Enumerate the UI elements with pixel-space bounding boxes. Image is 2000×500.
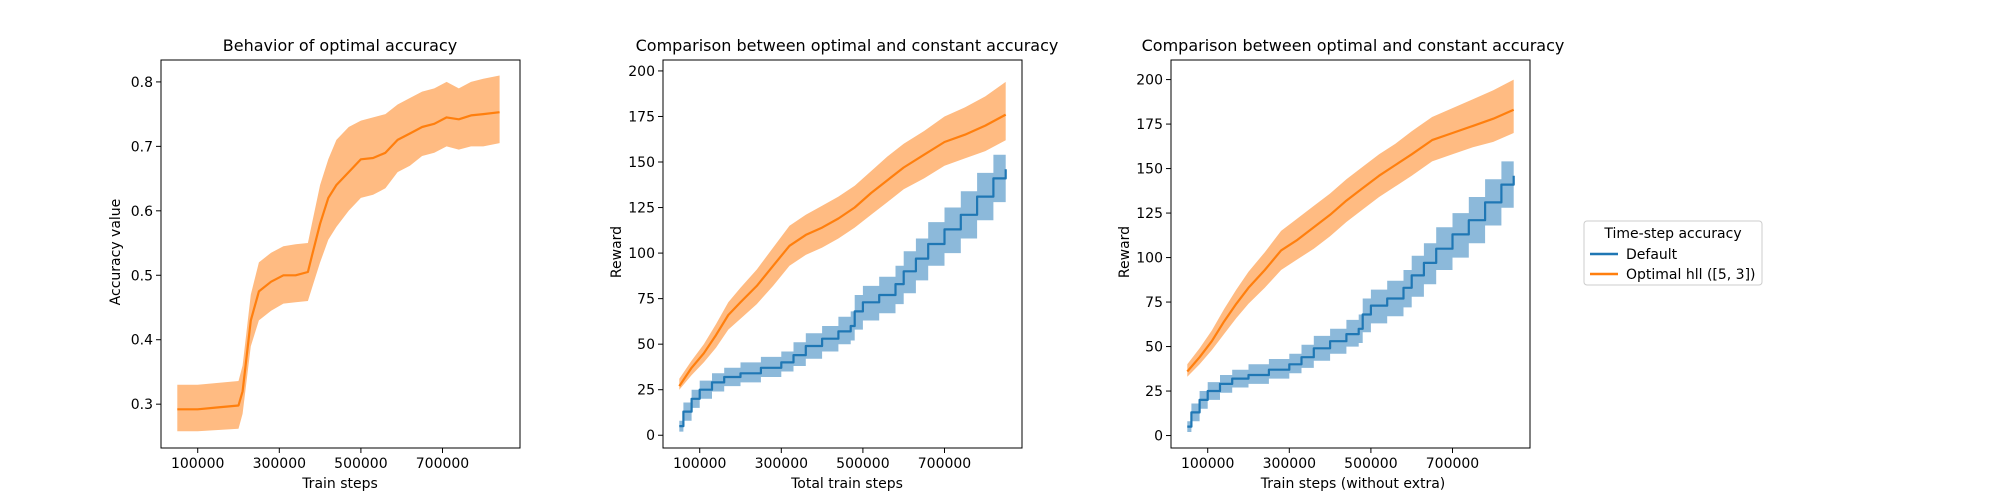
y-tick-label: 200: [628, 64, 655, 80]
axes-frame: [662, 59, 1023, 449]
x-tick-label: 300000: [253, 456, 306, 472]
x-axis-label: Train steps: [301, 476, 378, 492]
axes-frame: [160, 59, 521, 449]
y-tick-label: 75: [637, 292, 655, 308]
plot-area: 100000 300000 500000 700000 0 25 50 75 100 125 150…: [628, 64, 1007, 472]
x-tick-label: 300000: [1263, 456, 1316, 472]
y-tick-label: 100: [1136, 251, 1163, 267]
series-0-band: [1187, 150, 1514, 433]
x-tick-label: 100000: [171, 456, 224, 472]
x-tick-label: 500000: [836, 456, 889, 472]
y-tick-label: 0.6: [131, 204, 153, 220]
y-tick-label: 200: [1136, 73, 1163, 89]
y-tick-label: 50: [637, 337, 655, 353]
y-tick-label: 125: [1136, 206, 1163, 222]
y-tick-label: 0: [646, 428, 655, 444]
y-tick-label: 0.7: [131, 139, 153, 155]
y-axis-label: Accuracy value: [108, 199, 124, 306]
reward-total-steps-chart: Comparison between optimal and constant …: [609, 36, 1058, 492]
y-tick-label: 125: [628, 201, 655, 217]
legend-box: [1583, 220, 1763, 286]
series-1-band: [679, 81, 1006, 390]
x-tick-label: 500000: [1344, 456, 1397, 472]
chart-title: Comparison between optimal and constant …: [636, 36, 1059, 55]
chart-title: Comparison between optimal and constant …: [1142, 36, 1565, 55]
legend-title: Time-step accuracy: [1603, 226, 1741, 242]
y-tick-label: 25: [1145, 384, 1163, 400]
x-tick-label: 500000: [334, 456, 387, 472]
chart-title: Behavior of optimal accuracy: [223, 36, 457, 55]
series-1-line: [1186, 108, 1515, 373]
y-tick-label: 0.5: [131, 268, 153, 284]
y-tick-label: 0.4: [131, 333, 153, 349]
x-tick-label: 300000: [755, 456, 808, 472]
y-tick-label: 25: [637, 383, 655, 399]
x-axis-label: Train steps (without extra): [1260, 476, 1446, 492]
series-1-line: [678, 113, 1007, 387]
plot-area: 100000 300000 500000 700000 0 25 50 75 100 125 150…: [1136, 73, 1515, 472]
y-tick-label: 0: [1154, 429, 1163, 445]
x-tick-label: 700000: [1426, 456, 1479, 472]
legend-optimal-label: Optimal hll ([5, 3]): [1626, 267, 1756, 283]
series-0-line: [679, 169, 1007, 428]
legend: Time-step accuracy Default Optimal hll (…: [1583, 220, 1763, 286]
series-1-band: [1187, 79, 1514, 377]
legend-default-label: Default: [1626, 247, 1678, 263]
y-tick-label: 175: [628, 109, 655, 125]
series-0-band: [177, 75, 500, 432]
y-tick-label: 75: [1145, 295, 1163, 311]
x-tick-label: 700000: [918, 456, 971, 472]
plot-area: 100000 300000 500000 700000 0.3 0.4 0.5 0.6 0.7 0…: [131, 75, 500, 472]
y-tick-label: 100: [628, 246, 655, 262]
y-tick-label: 150: [628, 155, 655, 171]
y-tick-label: 175: [1136, 117, 1163, 133]
series-0-band: [679, 143, 1006, 432]
accuracy-chart: Behavior of optimal accuracy Train steps…: [108, 36, 521, 492]
series-0-line: [177, 111, 500, 411]
y-axis-label: Reward: [1117, 226, 1133, 278]
axes-frame: [1170, 59, 1531, 449]
x-tick-label: 100000: [1181, 456, 1234, 472]
y-tick-label: 0.8: [131, 75, 153, 91]
y-axis-label: Reward: [609, 226, 625, 278]
y-tick-label: 150: [1136, 162, 1163, 178]
y-tick-label: 0.3: [131, 397, 153, 413]
x-tick-label: 100000: [673, 456, 726, 472]
x-tick-label: 700000: [416, 456, 469, 472]
reward-without-extra-chart: Comparison between optimal and constant …: [1117, 36, 1564, 492]
series-0-line: [1187, 175, 1515, 428]
y-tick-label: 50: [1145, 340, 1163, 356]
x-axis-label: Total train steps: [790, 476, 903, 492]
